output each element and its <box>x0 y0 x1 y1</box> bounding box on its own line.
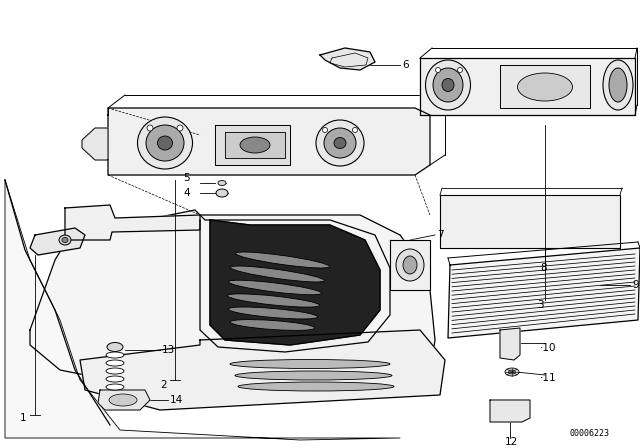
Ellipse shape <box>396 249 424 281</box>
Ellipse shape <box>107 343 123 352</box>
Ellipse shape <box>403 256 417 274</box>
Ellipse shape <box>228 280 322 295</box>
Text: 14: 14 <box>170 395 183 405</box>
Ellipse shape <box>106 368 124 374</box>
Ellipse shape <box>509 370 515 374</box>
Text: 13: 13 <box>162 345 175 355</box>
Ellipse shape <box>426 60 470 110</box>
Text: 3: 3 <box>537 300 543 310</box>
Polygon shape <box>390 240 430 290</box>
Text: 6: 6 <box>402 60 408 70</box>
Polygon shape <box>320 48 375 70</box>
Text: ·10: ·10 <box>540 343 557 353</box>
Ellipse shape <box>62 237 68 242</box>
Ellipse shape <box>316 120 364 166</box>
Polygon shape <box>210 220 380 345</box>
Ellipse shape <box>236 252 330 268</box>
Polygon shape <box>440 195 620 248</box>
Ellipse shape <box>106 384 124 390</box>
Text: 1: 1 <box>20 413 27 423</box>
Ellipse shape <box>353 128 358 133</box>
Text: 7: 7 <box>437 230 444 240</box>
Polygon shape <box>448 248 640 338</box>
Ellipse shape <box>435 68 440 73</box>
Polygon shape <box>500 65 590 108</box>
Ellipse shape <box>240 137 270 153</box>
Ellipse shape <box>227 294 320 307</box>
Ellipse shape <box>59 235 71 245</box>
Ellipse shape <box>177 125 183 131</box>
Ellipse shape <box>235 371 392 380</box>
Text: 5: 5 <box>183 173 189 183</box>
Text: ·11: ·11 <box>540 373 557 383</box>
Polygon shape <box>82 128 108 160</box>
Text: 9: 9 <box>632 280 639 290</box>
Text: 4: 4 <box>183 188 189 198</box>
Ellipse shape <box>238 382 394 391</box>
Text: 00006223: 00006223 <box>570 428 610 438</box>
Ellipse shape <box>433 68 463 102</box>
Ellipse shape <box>146 125 184 161</box>
Polygon shape <box>65 205 200 240</box>
Ellipse shape <box>458 68 463 73</box>
Ellipse shape <box>334 138 346 148</box>
Ellipse shape <box>216 189 228 197</box>
Ellipse shape <box>106 352 124 358</box>
Polygon shape <box>5 180 400 440</box>
Polygon shape <box>98 390 150 410</box>
Ellipse shape <box>228 307 318 319</box>
Polygon shape <box>30 210 435 390</box>
Ellipse shape <box>442 78 454 91</box>
Polygon shape <box>225 132 285 158</box>
Ellipse shape <box>157 136 173 150</box>
Polygon shape <box>500 328 520 360</box>
Text: 12: 12 <box>505 437 518 447</box>
Ellipse shape <box>609 68 627 102</box>
Ellipse shape <box>106 360 124 366</box>
Ellipse shape <box>106 376 124 382</box>
Ellipse shape <box>218 181 226 185</box>
Ellipse shape <box>138 117 193 169</box>
Polygon shape <box>490 400 530 422</box>
Polygon shape <box>30 228 85 255</box>
Ellipse shape <box>518 73 573 101</box>
Ellipse shape <box>323 128 328 133</box>
Ellipse shape <box>147 125 153 131</box>
Ellipse shape <box>230 319 315 330</box>
Ellipse shape <box>603 60 633 110</box>
Ellipse shape <box>230 359 390 369</box>
Text: 8: 8 <box>540 263 547 273</box>
Ellipse shape <box>324 128 356 158</box>
Ellipse shape <box>505 368 519 376</box>
Ellipse shape <box>230 266 324 282</box>
Polygon shape <box>420 58 635 115</box>
Ellipse shape <box>109 394 137 406</box>
Polygon shape <box>215 125 290 165</box>
Text: 2: 2 <box>160 380 166 390</box>
Polygon shape <box>108 108 430 175</box>
Polygon shape <box>80 330 445 410</box>
